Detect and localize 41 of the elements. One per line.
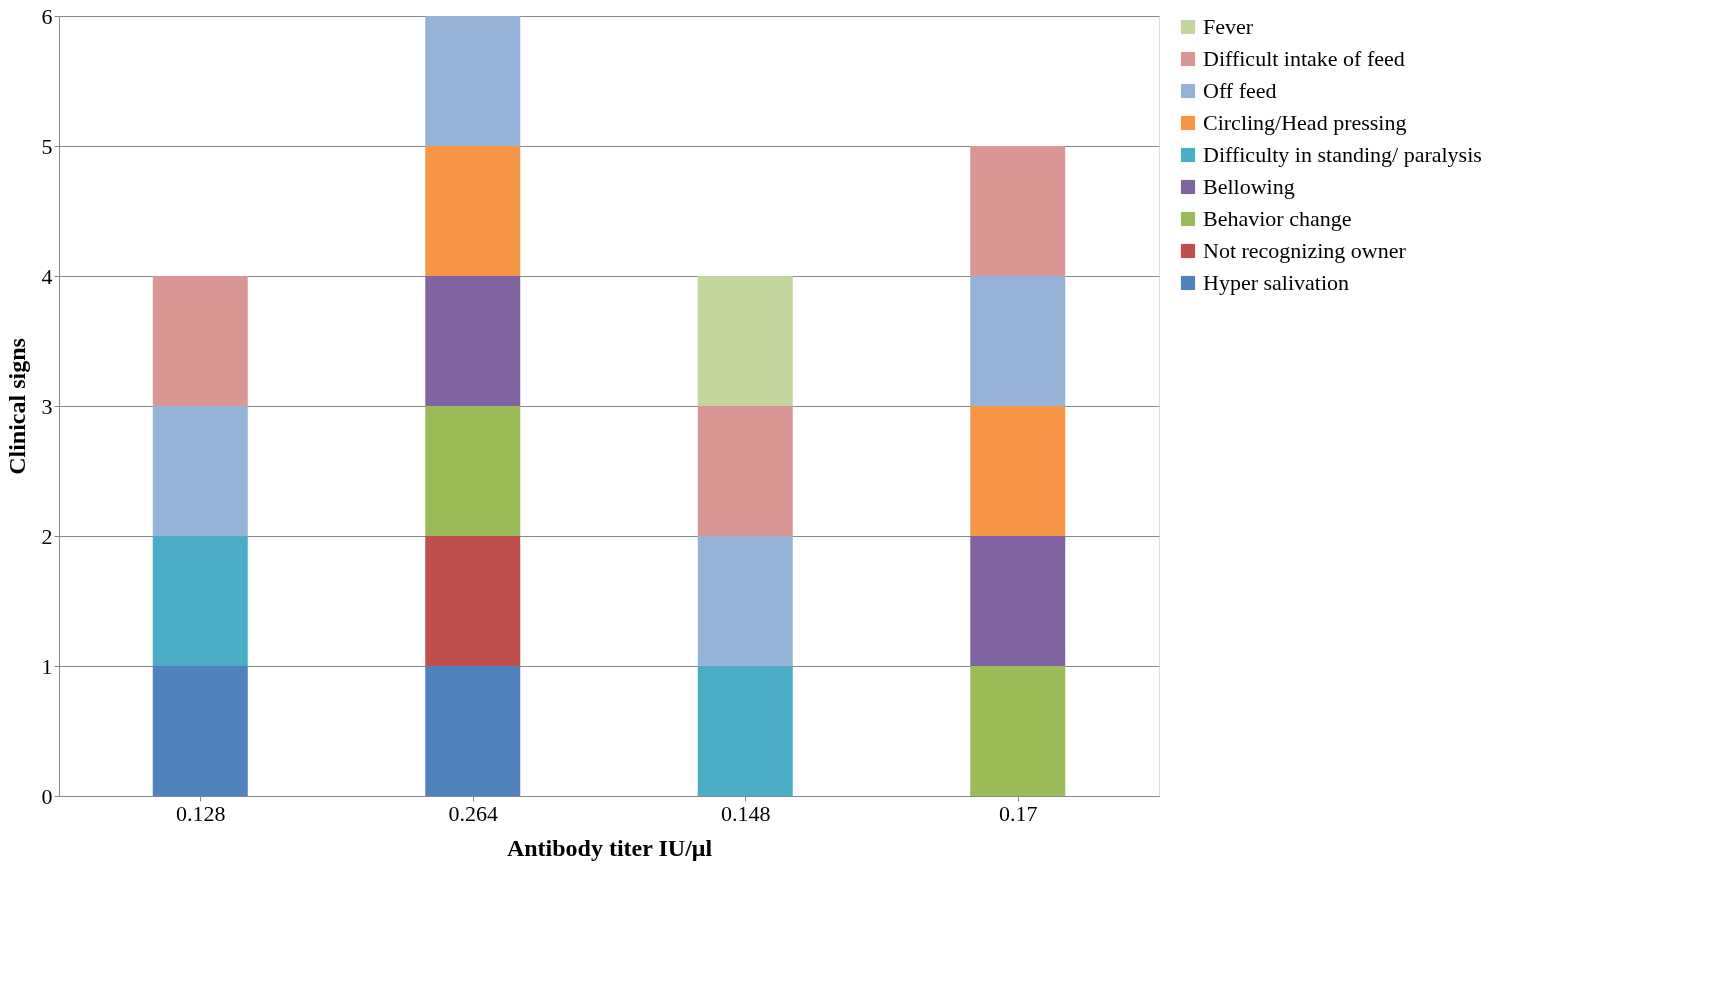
legend-label: Circling/Head pressing bbox=[1203, 110, 1407, 135]
y-axis-title: Clinical signs bbox=[3, 338, 30, 475]
legend-label: Hyper salivation bbox=[1203, 270, 1350, 295]
bar bbox=[970, 146, 1066, 276]
bar bbox=[152, 276, 248, 406]
bar bbox=[697, 536, 793, 666]
y-tick-label: 0 bbox=[41, 783, 53, 809]
y-tick-label: 6 bbox=[41, 3, 53, 29]
legend-label: Off feed bbox=[1203, 78, 1277, 103]
y-tick-label: 1 bbox=[41, 653, 53, 679]
legend-label: Difficulty in standing/ paralysis bbox=[1203, 142, 1482, 167]
x-tick-label: 0.17 bbox=[999, 800, 1038, 826]
y-tick-label: 5 bbox=[41, 133, 53, 159]
bar bbox=[425, 146, 521, 276]
bar bbox=[425, 276, 521, 406]
legend-label: Bellowing bbox=[1203, 174, 1295, 199]
legend-label: Not recognizing owner bbox=[1203, 238, 1407, 263]
legend-label: Behavior change bbox=[1203, 206, 1352, 231]
legend-label: Difficult intake of feed bbox=[1203, 46, 1405, 71]
bar bbox=[697, 406, 793, 536]
bar bbox=[425, 16, 521, 146]
y-tick-label: 3 bbox=[41, 393, 53, 419]
bar bbox=[425, 666, 521, 796]
bar bbox=[970, 666, 1066, 796]
x-tick-label: 0.264 bbox=[448, 800, 498, 826]
bar bbox=[425, 536, 521, 666]
bar bbox=[152, 666, 248, 796]
x-axis-title: Antibody titer IU/μl bbox=[506, 834, 713, 861]
bar bbox=[152, 406, 248, 536]
x-tick-label: 0.148 bbox=[721, 800, 771, 826]
x-tick-label: 0.128 bbox=[176, 800, 226, 826]
y-tick-label: 4 bbox=[41, 263, 53, 289]
bar bbox=[697, 276, 793, 406]
bar bbox=[697, 666, 793, 796]
bar bbox=[152, 536, 248, 666]
y-tick-label: 2 bbox=[41, 523, 53, 549]
bar bbox=[970, 276, 1066, 406]
legend-label: Fever bbox=[1203, 14, 1254, 39]
bar bbox=[970, 536, 1066, 666]
bar bbox=[970, 406, 1066, 536]
bar bbox=[425, 406, 521, 536]
